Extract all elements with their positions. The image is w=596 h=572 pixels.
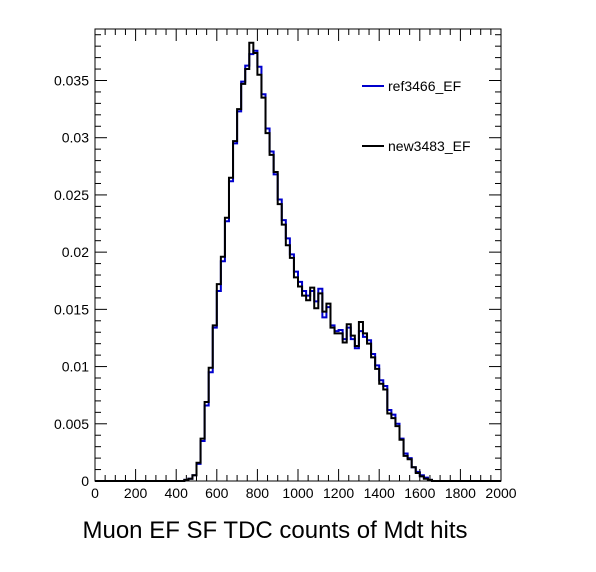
- legend-label: new3483_EF: [388, 138, 471, 154]
- y-tick-label: 0.03: [62, 130, 89, 146]
- legend-entry: new3483_EF: [362, 138, 471, 154]
- series-layer: [95, 41, 501, 482]
- x-tick-label: 1200: [323, 485, 354, 501]
- y-tick-label: 0.035: [54, 72, 89, 88]
- x-tick-label: 800: [246, 485, 270, 501]
- y-tick-label: 0.02: [62, 244, 89, 260]
- x-tick-label: 1400: [364, 485, 395, 501]
- x-tick-label: 600: [205, 485, 229, 501]
- y-tick-label: 0: [81, 473, 89, 489]
- y-tick-label: 0.025: [54, 187, 89, 203]
- x-tick-label: 200: [124, 485, 148, 501]
- y-tick-label: 0.015: [54, 301, 89, 317]
- x-tick-label: 1600: [404, 485, 435, 501]
- legend: ref3466_EF new3483_EF: [362, 78, 471, 154]
- x-tick-label: 1000: [282, 485, 313, 501]
- x-tick-label: 1800: [445, 485, 476, 501]
- y-tick-label: 0.01: [62, 359, 89, 375]
- x-axis-title: Muon EF SF TDC counts of Mdt hits: [82, 517, 467, 544]
- x-tick-label: 400: [165, 485, 189, 501]
- x-tick-label: 0: [91, 485, 99, 501]
- x-tick-label: 2000: [485, 485, 516, 501]
- y-tick-label: 0.005: [54, 416, 89, 432]
- ticks-layer: [94, 29, 502, 482]
- tick-labels-layer: 0 200 400 600 800 1000 1200 1400 1600 1800 2000 0 0.…: [54, 72, 517, 501]
- legend-entry: ref3466_EF: [362, 78, 461, 94]
- legend-label: ref3466_EF: [388, 78, 461, 94]
- histogram-series-2: [95, 41, 501, 482]
